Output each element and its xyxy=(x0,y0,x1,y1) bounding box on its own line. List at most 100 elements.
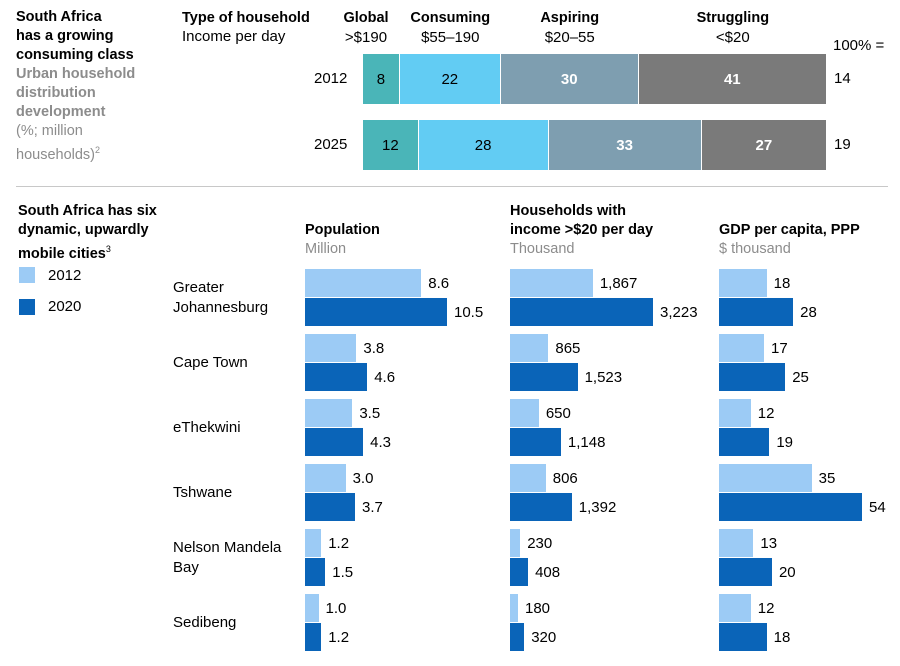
city-name-line-4-0: Nelson Mandela xyxy=(173,539,282,556)
title-line-3: consuming class xyxy=(16,47,134,63)
value-households-2020-2: 1,148 xyxy=(567,434,606,451)
panel-title-gdp-0: GDP per capita, PPP xyxy=(719,222,860,238)
bar-population-2020-1 xyxy=(305,363,368,391)
value-population-2012-2: 3.5 xyxy=(359,405,381,422)
category-header-aspiring: Aspiring $20–55 xyxy=(510,9,630,48)
unit-line-1: (%; million xyxy=(16,123,83,139)
value-gdp-2012-4: 13 xyxy=(760,535,778,552)
value-gdp-2020-2: 19 xyxy=(776,434,793,451)
city-name-line-0-1: Johannesburg xyxy=(173,299,269,316)
value-population-2020-1: 4.6 xyxy=(374,369,396,386)
segment-2012-struggling: 41 xyxy=(638,54,826,104)
bar-households-2012-0 xyxy=(510,269,593,297)
title-line-2: has a growing xyxy=(16,28,114,44)
bar-gdp-2012-0 xyxy=(719,269,767,297)
value-gdp-2012-3: 35 xyxy=(818,470,836,487)
category-header-global: Global >$190 xyxy=(306,9,426,48)
value-households-2020-3: 1,392 xyxy=(578,499,617,516)
value-population-2020-3: 3.7 xyxy=(362,499,383,516)
footnote-mark-3: 3 xyxy=(105,244,111,254)
bar-gdp-2012-3 xyxy=(719,464,812,492)
bar-households-2020-4 xyxy=(510,558,529,586)
value-population-2012-0: 8.6 xyxy=(428,275,450,292)
city-label-4: Nelson Mandela Bay xyxy=(173,538,281,578)
city-label-2: eThekwini xyxy=(173,418,241,438)
value-population-2012-4: 1.2 xyxy=(328,535,350,552)
category-name-global: Global xyxy=(343,10,389,26)
category-header-consuming: Consuming $55–190 xyxy=(390,9,510,48)
bar-gdp-2012-1 xyxy=(719,334,765,362)
value-gdp-2020-5: 18 xyxy=(773,629,791,646)
cities-title-line-3: mobile cities3 xyxy=(18,240,157,264)
value-households-2020-5: 320 xyxy=(531,629,557,646)
cities-title-line-3-text: mobile cities xyxy=(18,245,106,262)
bar-population-2012-1 xyxy=(305,334,357,362)
value-gdp-2012-5: 12 xyxy=(757,600,775,617)
segment-value-2012-consuming: 22 xyxy=(441,70,459,88)
total-2012: 14 xyxy=(834,70,851,87)
unit-line-2: households)2 xyxy=(16,141,135,165)
value-population-2020-0: 10.5 xyxy=(454,304,484,321)
value-households-2012-0: 1,867 xyxy=(599,275,638,292)
legend-swatch-2020 xyxy=(19,299,35,315)
city-label-3: Tshwane xyxy=(173,483,232,503)
segment-value-2025-aspiring: 33 xyxy=(616,136,633,154)
bar-households-2012-3 xyxy=(510,464,546,492)
value-households-2012-4: 230 xyxy=(527,535,553,552)
value-population-2012-3: 3.0 xyxy=(352,470,374,487)
unit-line-2-text: households) xyxy=(16,146,95,163)
bar-gdp-2020-3 xyxy=(719,493,862,521)
household-type-label: Type of household xyxy=(182,10,310,26)
city-name-line-2-0: eThekwini xyxy=(173,419,241,436)
segment-2025-aspiring: 33 xyxy=(548,120,701,170)
value-gdp-2012-0: 18 xyxy=(773,275,791,292)
bar-population-2020-3 xyxy=(305,493,356,521)
cities-title-block: South Africa has six dynamic, upwardly m… xyxy=(18,202,157,264)
panel-title-households-0: Households with xyxy=(510,203,626,219)
segment-2012-global: 8 xyxy=(363,54,399,104)
city-name-line-5-0: Sedibeng xyxy=(173,614,237,631)
panel-title-population-0: Population xyxy=(305,222,380,238)
city-label-5: Sedibeng xyxy=(173,613,236,633)
bar-households-2012-1 xyxy=(510,334,549,362)
subtitle-line-2: distribution xyxy=(16,85,96,101)
panel-unit-population: Million xyxy=(305,241,347,257)
bar-gdp-2020-4 xyxy=(719,558,772,586)
bar-households-2020-3 xyxy=(510,493,572,521)
category-income-consuming: $55–190 xyxy=(421,29,480,46)
city-name-line-3-0: Tshwane xyxy=(173,484,233,501)
top-title-block: South Africa has a growing consuming cla… xyxy=(16,8,135,165)
panel-header-gdp: GDP per capita, PPP $ thousand xyxy=(719,221,860,259)
value-gdp-2020-3: 54 xyxy=(869,499,886,516)
legend-label-2020: 2020 xyxy=(48,298,82,315)
category-header-struggling: Struggling <$20 xyxy=(673,9,793,48)
footnote-mark-2: 2 xyxy=(95,145,101,155)
bar-population-2020-2 xyxy=(305,428,364,456)
segment-value-2025-struggling: 27 xyxy=(755,136,773,154)
segment-value-2012-struggling: 41 xyxy=(723,70,741,88)
segment-2012-consuming: 22 xyxy=(399,54,500,104)
legend-swatch-2012 xyxy=(19,267,35,283)
city-name-line-1-0: Cape Town xyxy=(173,354,248,371)
value-households-2020-4: 408 xyxy=(535,564,561,581)
bar-gdp-2020-1 xyxy=(719,363,786,391)
value-gdp-2020-0: 28 xyxy=(800,304,817,321)
bar-gdp-2012-2 xyxy=(719,399,751,427)
value-gdp-2012-1: 17 xyxy=(771,340,788,357)
bar-gdp-2020-2 xyxy=(719,428,770,456)
city-label-0: Greater Johannesburg xyxy=(173,278,268,318)
value-population-2020-5: 1.2 xyxy=(328,629,350,646)
panel-title-households-1: income >$20 per day xyxy=(510,222,654,238)
value-gdp-2020-4: 20 xyxy=(778,564,796,581)
value-households-2020-0: 3,223 xyxy=(660,304,698,321)
bar-population-2012-4 xyxy=(305,529,322,557)
value-gdp-2020-1: 25 xyxy=(792,369,809,386)
segment-2012-aspiring: 30 xyxy=(500,54,638,104)
bar-population-2012-0 xyxy=(305,269,422,297)
value-households-2012-5: 180 xyxy=(524,600,551,617)
value-households-2012-1: 865 xyxy=(555,340,581,357)
panel-header-population: Population Million xyxy=(305,221,380,259)
bar-households-2012-2 xyxy=(510,399,539,427)
category-income-aspiring: $20–55 xyxy=(544,29,595,46)
city-name-line-0-0: Greater xyxy=(173,279,224,296)
